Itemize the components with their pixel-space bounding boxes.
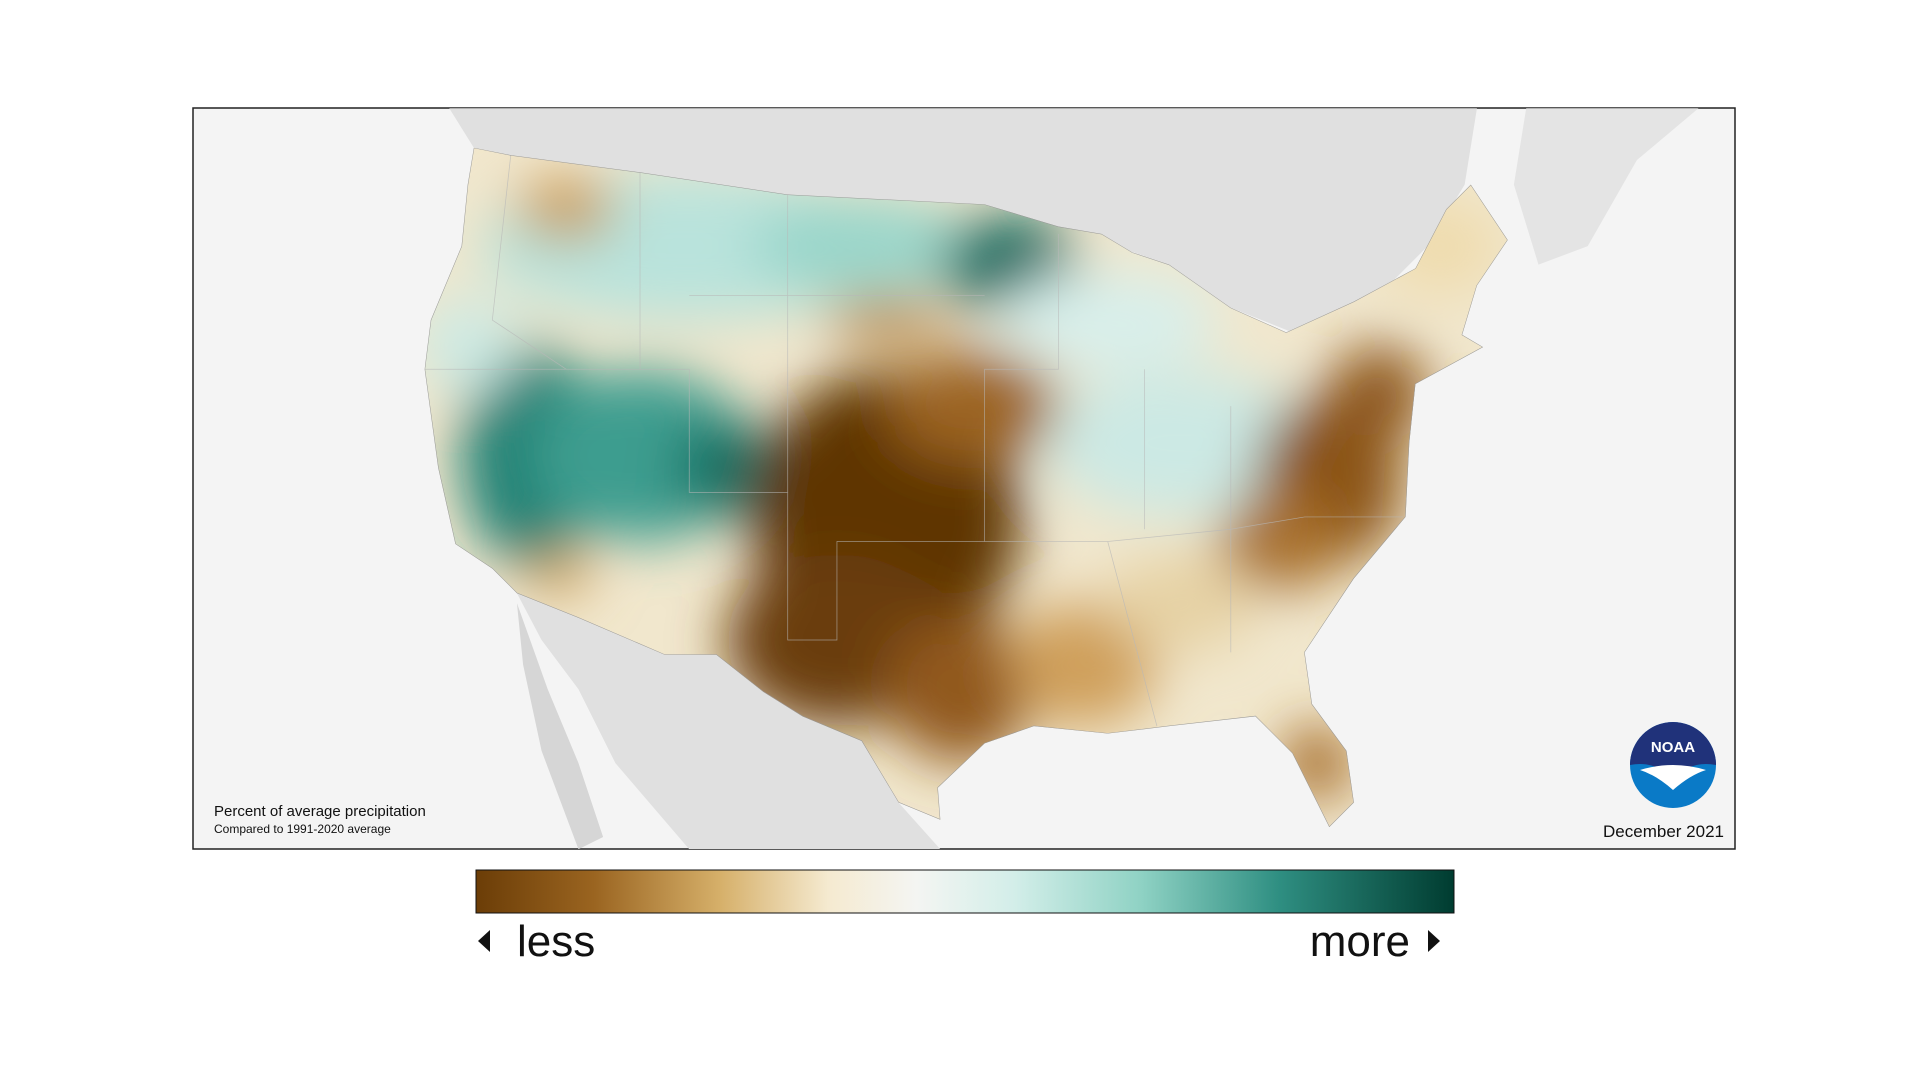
arrow-right <box>1428 930 1440 952</box>
basemap <box>449 108 1699 849</box>
legend-low: less <box>517 917 595 966</box>
canada-east <box>1513 108 1699 265</box>
date-label: December 2021 <box>1603 822 1724 841</box>
logo-text: NOAA <box>1651 739 1695 756</box>
legend-high: more <box>1310 917 1410 966</box>
note-subtitle: Compared to 1991-2020 average <box>214 822 391 836</box>
mexico <box>516 593 941 849</box>
arrow-left <box>478 930 490 952</box>
noaa-logo: NOAA <box>1630 722 1716 808</box>
canada <box>449 108 1477 333</box>
colorbar <box>475 869 1455 914</box>
note-title: Percent of average precipitation <box>214 803 426 820</box>
baja <box>516 603 604 849</box>
